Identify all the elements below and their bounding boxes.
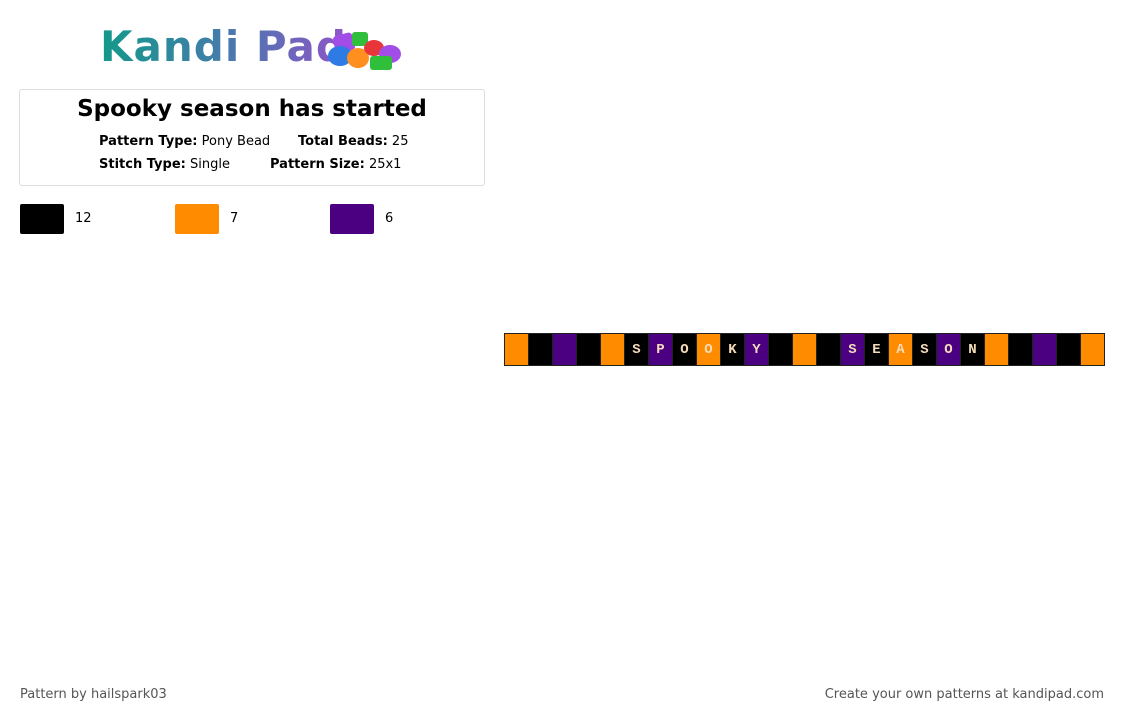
color-swatch — [175, 204, 219, 234]
bead: O — [673, 333, 697, 366]
bead-letter: S — [848, 341, 857, 358]
footer-credit: Pattern by hailspark03 — [20, 687, 167, 702]
bead — [553, 333, 577, 366]
bead: A — [889, 333, 913, 366]
bead-letter: E — [872, 341, 881, 358]
info-value: Single — [190, 157, 230, 172]
color-count: 6 — [385, 211, 394, 226]
bead — [504, 333, 529, 366]
bead — [529, 333, 553, 366]
bead: Y — [745, 333, 769, 366]
info-item: Total Beads: 25 — [298, 134, 408, 149]
bead: S — [625, 333, 649, 366]
color-count: 12 — [75, 211, 92, 226]
info-label: Stitch Type: — [99, 157, 186, 172]
bead-letter: S — [920, 341, 929, 358]
info-item: Pattern Type: Pony Bead — [99, 134, 270, 149]
logo-beads — [328, 32, 401, 70]
info-label: Pattern Size: — [270, 157, 365, 172]
bead — [1057, 333, 1081, 366]
bead-letter: A — [896, 341, 905, 358]
bead-letter: O — [680, 341, 689, 358]
color-swatch — [20, 204, 64, 234]
bead: S — [841, 333, 865, 366]
bead-letter: N — [968, 341, 977, 358]
bead — [817, 333, 841, 366]
info-item: Pattern Size: 25x1 — [270, 157, 401, 172]
bead — [577, 333, 601, 366]
bead: K — [721, 333, 745, 366]
bead-letter: Y — [752, 341, 761, 358]
footer-link: Create your own patterns at kandipad.com — [824, 687, 1104, 702]
bead — [1081, 333, 1105, 366]
bead: O — [697, 333, 721, 366]
color-swatch — [330, 204, 374, 234]
info-item: Stitch Type: Single — [99, 157, 230, 172]
bead — [769, 333, 793, 366]
bead: S — [913, 333, 937, 366]
bead: O — [937, 333, 961, 366]
bead-letter: O — [704, 341, 713, 358]
logo: Kandi Pad — [100, 22, 347, 71]
info-value: 25 — [391, 134, 409, 149]
bead: P — [649, 333, 673, 366]
info-value: 25x1 — [368, 157, 402, 172]
bead — [1033, 333, 1057, 366]
bead-letter: P — [656, 341, 665, 358]
bead: N — [961, 333, 985, 366]
info-card — [19, 89, 485, 186]
bead — [985, 333, 1009, 366]
info-label: Pattern Type: — [99, 134, 198, 149]
pattern-title: Spooky season has started — [77, 96, 427, 122]
bead-letter: S — [632, 341, 641, 358]
color-count: 7 — [230, 211, 239, 226]
bead — [601, 333, 625, 366]
info-value: Pony Bead — [201, 134, 271, 149]
info-label: Total Beads: — [298, 134, 388, 149]
bead-letter: O — [944, 341, 953, 358]
bead — [1009, 333, 1033, 366]
bead: E — [865, 333, 889, 366]
bead-letter: K — [728, 341, 737, 358]
bead — [793, 333, 817, 366]
